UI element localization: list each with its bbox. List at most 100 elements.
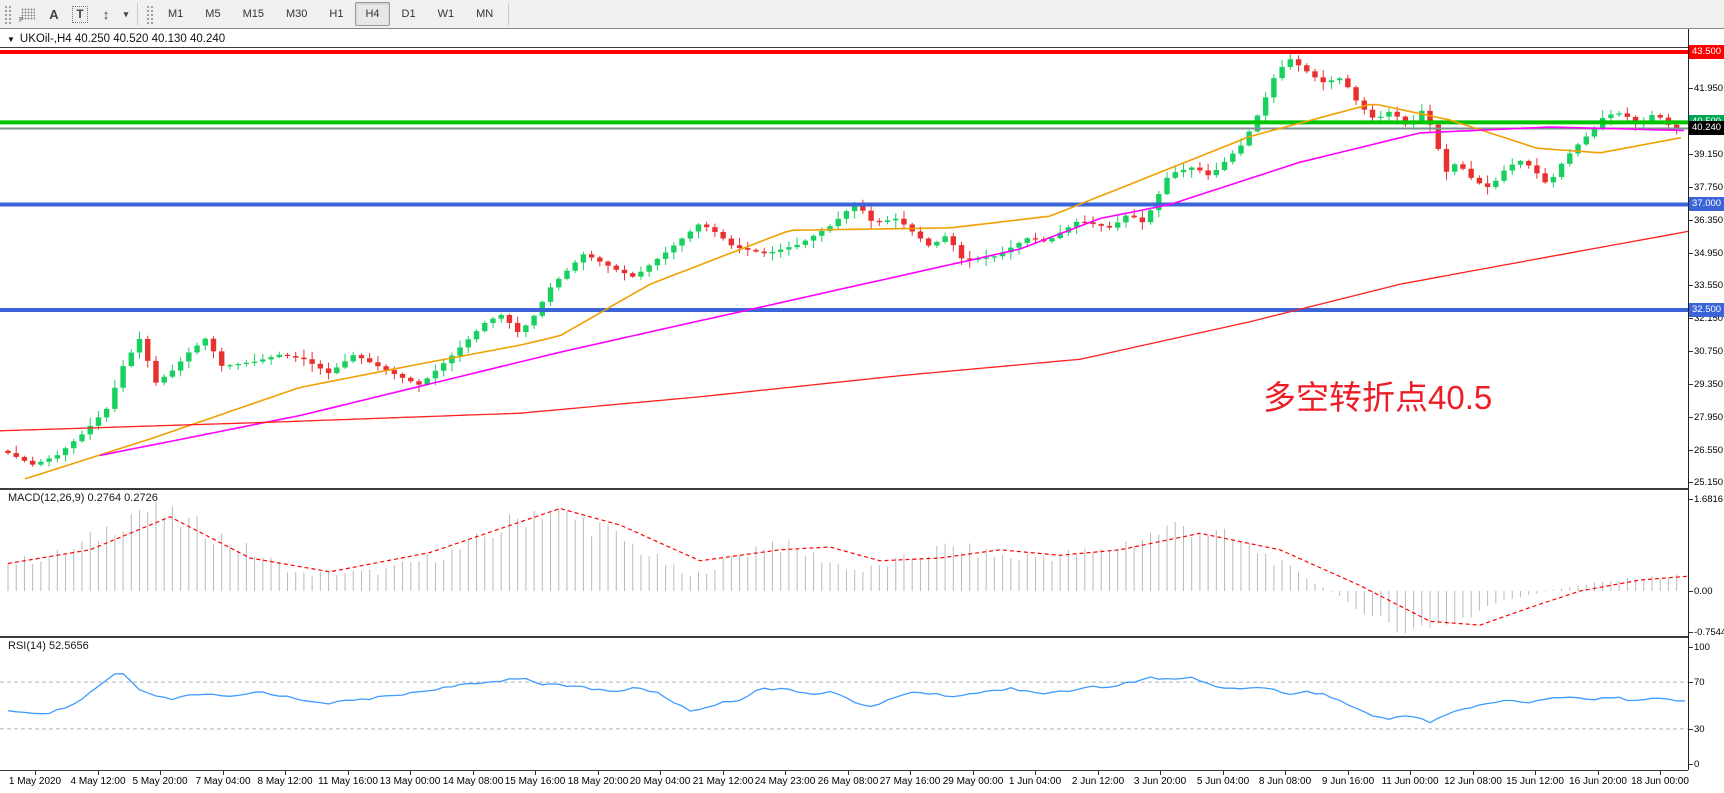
price-tick-label: 25.150 (1694, 477, 1724, 488)
timeframe-toolbar-grip[interactable] (145, 4, 154, 24)
time-tick-mark (35, 771, 36, 775)
time-tick-mark (723, 771, 724, 775)
price-tick-mark (1689, 285, 1693, 286)
toolbar-separator (508, 3, 510, 25)
toolbar-separator (137, 3, 138, 25)
text-tool-glyph: T (72, 5, 88, 23)
time-axis[interactable]: 1 May 2020 4 May 12:00 5 May 20:00 7 May 04… (0, 771, 1689, 793)
price-tick-label: 41.950 (1694, 83, 1724, 94)
panel-divider[interactable] (0, 488, 1688, 490)
rsi-tick-label: 0 (1694, 759, 1700, 770)
price-badge-43.500: 43.500 (1689, 45, 1724, 59)
timeframe-button-group: M1 M5 M15 M30 H1 H4 D1 W1 MN (157, 2, 504, 26)
time-tick-mark (973, 771, 974, 775)
chart-title: UKOil-,H4 40.250 40.520 40.130 40.240 (19, 33, 226, 45)
time-tick-mark (1285, 771, 1286, 775)
price-tick-mark (1689, 351, 1693, 352)
rsi-label: RSI(14) 52.5656 (8, 640, 89, 652)
price-tick-label: 32.150 (1694, 313, 1724, 324)
price-badge-37.000: 37.000 (1689, 197, 1724, 211)
time-tick-label: 9 Jun 16:00 (1321, 776, 1375, 787)
toolbar-icon-group: F A T ↕ ▾ (15, 2, 133, 26)
timeframe-button-w1[interactable]: W1 (437, 8, 455, 20)
time-tick-mark (1598, 771, 1599, 775)
price-tick-mark (1689, 88, 1693, 89)
time-tick-mark (1348, 771, 1349, 775)
time-tick-mark (1035, 771, 1036, 775)
price-tick-mark (1689, 450, 1693, 451)
time-tick-label: 5 Jun 04:00 (1196, 776, 1250, 787)
macd-tick-mark (1689, 591, 1693, 592)
timeframe-button-mn[interactable]: MN (476, 8, 494, 20)
price-tick-mark (1689, 253, 1693, 254)
time-tick-label: 3 Jun 20:00 (1133, 776, 1187, 787)
timeframe-button-h4[interactable]: H4 (355, 2, 390, 26)
timeframe-button-h1[interactable]: H1 (329, 8, 344, 20)
time-tick-mark (410, 771, 411, 775)
text-tool-icon[interactable]: T (68, 2, 92, 26)
timeframe-button-m30[interactable]: M30 (285, 8, 308, 20)
time-tick-mark (1223, 771, 1224, 775)
time-tick-mark (660, 771, 661, 775)
price-tick-label: 29.350 (1694, 379, 1724, 390)
time-tick-label: 2 Jun 12:00 (1071, 776, 1125, 787)
ma-slow (0, 230, 1688, 432)
rsi-tick-label: 30 (1694, 724, 1705, 735)
ma-fast (24, 103, 1682, 480)
macd-tick-label: 0.00 (1694, 586, 1713, 597)
time-tick-label: 20 May 04:00 (629, 776, 691, 787)
time-tick-label: 29 May 00:00 (942, 776, 1004, 787)
time-tick-mark (1098, 771, 1099, 775)
time-tick-mark (98, 771, 99, 775)
time-tick-label: 11 May 16:00 (318, 776, 378, 787)
macd-tick-mark (1689, 499, 1693, 500)
rsi-tick-label: 70 (1694, 677, 1705, 688)
price-tick-mark (1689, 220, 1693, 221)
rsi-panel-plot[interactable] (0, 638, 1688, 770)
time-tick-mark (1160, 771, 1161, 775)
time-tick-label: 8 May 12:00 (257, 776, 313, 787)
time-tick-mark (285, 771, 286, 775)
symbol-dropdown-icon[interactable]: ▼ (7, 34, 15, 44)
panel-divider (0, 770, 1688, 771)
price-badge-32.500: 32.500 (1689, 303, 1724, 317)
timeframe-button-m1[interactable]: M1 (168, 8, 184, 20)
price-chart-plot[interactable] (0, 47, 1688, 488)
timeframe-button-m5[interactable]: M5 (205, 8, 221, 20)
macd-label: MACD(12,26,9) 0.2764 0.2726 (8, 492, 158, 504)
time-tick-label: 14 May 08:00 (442, 776, 504, 787)
price-tick-mark (1689, 318, 1693, 319)
time-tick-label: 15 May 16:00 (504, 776, 566, 787)
time-tick-label: 27 May 16:00 (879, 776, 941, 787)
grid-f-icon[interactable]: F (16, 2, 40, 26)
time-tick-label: 18 Jun 00:00 (1631, 776, 1689, 787)
timeframe-button-d1[interactable]: D1 (401, 8, 416, 20)
rsi-tick-mark (1689, 729, 1693, 730)
time-tick-label: 12 Jun 08:00 (1444, 776, 1502, 787)
time-tick-label: 15 Jun 12:00 (1506, 776, 1564, 787)
time-tick-mark (348, 771, 349, 775)
time-tick-mark (160, 771, 161, 775)
ma-mid (99, 126, 1685, 457)
price-tick-mark (1689, 154, 1693, 155)
time-tick-mark (598, 771, 599, 775)
rsi-tick-mark (1689, 647, 1693, 648)
price-axis[interactable]: 41.950 39.150 37.750 36.350 34.950 33.550 32.1… (1688, 29, 1724, 770)
rsi-tick-mark (1689, 682, 1693, 683)
toolbar-grip[interactable] (3, 4, 12, 24)
dropdown-caret-icon[interactable]: ▾ (123, 8, 129, 19)
timeframe-button-m15[interactable]: M15 (242, 8, 264, 20)
price-tick-mark (1689, 417, 1693, 418)
grid-dots (21, 8, 35, 20)
cycle-symbols-icon[interactable]: ↕ (102, 6, 110, 22)
panel-divider[interactable] (0, 636, 1688, 638)
macd-tick-mark (1689, 632, 1693, 633)
rsi-tick-label: 100 (1694, 642, 1710, 653)
time-tick-mark (1535, 771, 1536, 775)
time-tick-label: 24 May 23:00 (754, 776, 816, 787)
time-tick-label: 21 May 12:00 (692, 776, 754, 787)
macd-panel-plot[interactable] (0, 490, 1688, 636)
time-tick-mark (910, 771, 911, 775)
price-tick-mark (1689, 187, 1693, 188)
font-tool-icon[interactable]: A (49, 6, 59, 22)
